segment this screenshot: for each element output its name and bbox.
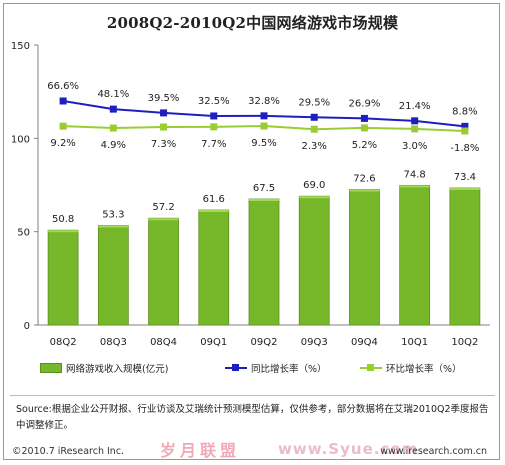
legend-item-yoy: 同比增长率（%） [225,360,327,376]
marker-qoq [310,125,318,133]
bar-label: 61.6 [203,194,225,205]
legend-label-yoy: 同比增长率（%） [251,364,327,375]
bar [298,195,330,326]
label-qoq: -1.8% [450,143,479,154]
watermark-url: www.Syue.com [278,440,419,458]
chart-legend: 网络游戏收入规模(亿元) 同比增长率（%） 环比增长率（%） [40,360,480,378]
marker-yoy [59,97,67,105]
source-note: Source:根据企业公开财报、行业访谈及艾瑞统计预测模型估算，仅供参考，部分数… [16,404,489,431]
separator [10,395,495,396]
marker-yoy [160,109,168,117]
marker-qoq [260,122,268,130]
bar [449,187,481,326]
bar-label: 57.2 [152,202,174,213]
chart-title: 2008Q2-2010Q2中国网络游戏市场规模 [106,14,399,32]
legend-item-revenue: 网络游戏收入规模(亿元) [40,360,168,376]
marker-yoy [210,112,218,120]
bar [47,229,79,326]
y-tick-label: 50 [17,228,30,239]
label-qoq: 7.7% [201,139,226,150]
y-tick-label: 150 [11,41,30,52]
label-yoy: 26.9% [349,98,381,109]
marker-yoy [461,122,469,130]
bar-highlight [198,210,229,213]
label-yoy: 32.8% [248,96,280,107]
label-qoq: 9.2% [50,138,75,149]
label-qoq: 9.5% [251,138,276,149]
legend-line-yoy [225,364,247,371]
bar-label: 74.8 [404,169,426,180]
bar-label: 67.5 [253,183,275,194]
bar-highlight [48,230,79,233]
copyright: ©2010.7 iResearch Inc. [12,446,125,457]
bar [399,184,431,326]
bar-highlight [399,185,430,188]
label-yoy: 32.5% [198,96,230,107]
bar-highlight [249,199,279,201]
bar [248,198,280,326]
marker-qoq [210,123,218,131]
x-tick-label: 09Q4 [351,337,378,348]
marker-qoq [59,122,67,130]
x-tick-label: 10Q1 [401,337,428,348]
marker-yoy [109,105,117,113]
marker-yoy [260,112,268,120]
label-qoq: 2.3% [302,141,327,152]
bar-highlight [349,189,380,192]
marker-qoq [411,125,419,133]
legend-swatch-revenue [40,363,62,373]
bar-highlight [148,218,179,221]
marker-yoy [310,113,318,121]
bar-label: 69.0 [303,180,325,191]
bar-label: 50.8 [52,214,74,225]
marker-yoy [360,114,368,122]
label-qoq: 3.0% [402,141,427,152]
marker-qoq [461,127,469,135]
label-yoy: 8.8% [452,106,477,117]
x-tick-label: 09Q3 [301,337,328,348]
bar [349,189,380,326]
bar [198,209,230,326]
x-tick-label: 09Q1 [200,337,227,348]
label-yoy: 39.5% [148,93,180,104]
label-qoq: 4.9% [101,140,126,151]
x-tick-label: 08Q3 [100,337,127,348]
bar-highlight [299,196,330,199]
source-url: www.iresearch.com.cn [380,446,487,457]
label-qoq: 7.3% [151,139,176,150]
marker-qoq [160,123,168,131]
legend-item-qoq: 环比增长率（%） [360,360,462,376]
label-yoy: 66.6% [47,81,79,92]
bar-label: 73.4 [454,172,476,183]
bar [148,217,179,326]
x-tick-label: 10Q2 [451,337,478,348]
label-yoy: 48.1% [97,89,129,100]
label-yoy: 29.5% [298,97,330,108]
x-tick-label: 09Q2 [251,337,278,348]
label-yoy: 21.4% [399,101,431,112]
label-qoq: 5.2% [352,140,377,151]
bar-label: 53.3 [102,210,124,221]
legend-label-revenue: 网络游戏收入规模(亿元) [66,364,169,375]
y-tick-label: 0 [24,321,30,332]
legend-label-qoq: 环比增长率（%） [386,364,462,375]
bar-highlight [449,187,480,190]
x-tick-label: 08Q2 [50,337,77,348]
marker-qoq [360,124,368,132]
watermark-text: 岁月联盟 [160,441,241,460]
marker-qoq [109,124,117,132]
legend-line-qoq [360,364,382,371]
x-tick-label: 08Q4 [150,337,177,348]
y-tick-label: 100 [11,134,30,145]
bar-label: 72.6 [353,173,375,184]
bar [97,225,129,326]
marker-yoy [411,117,419,125]
bar-highlight [98,225,129,228]
